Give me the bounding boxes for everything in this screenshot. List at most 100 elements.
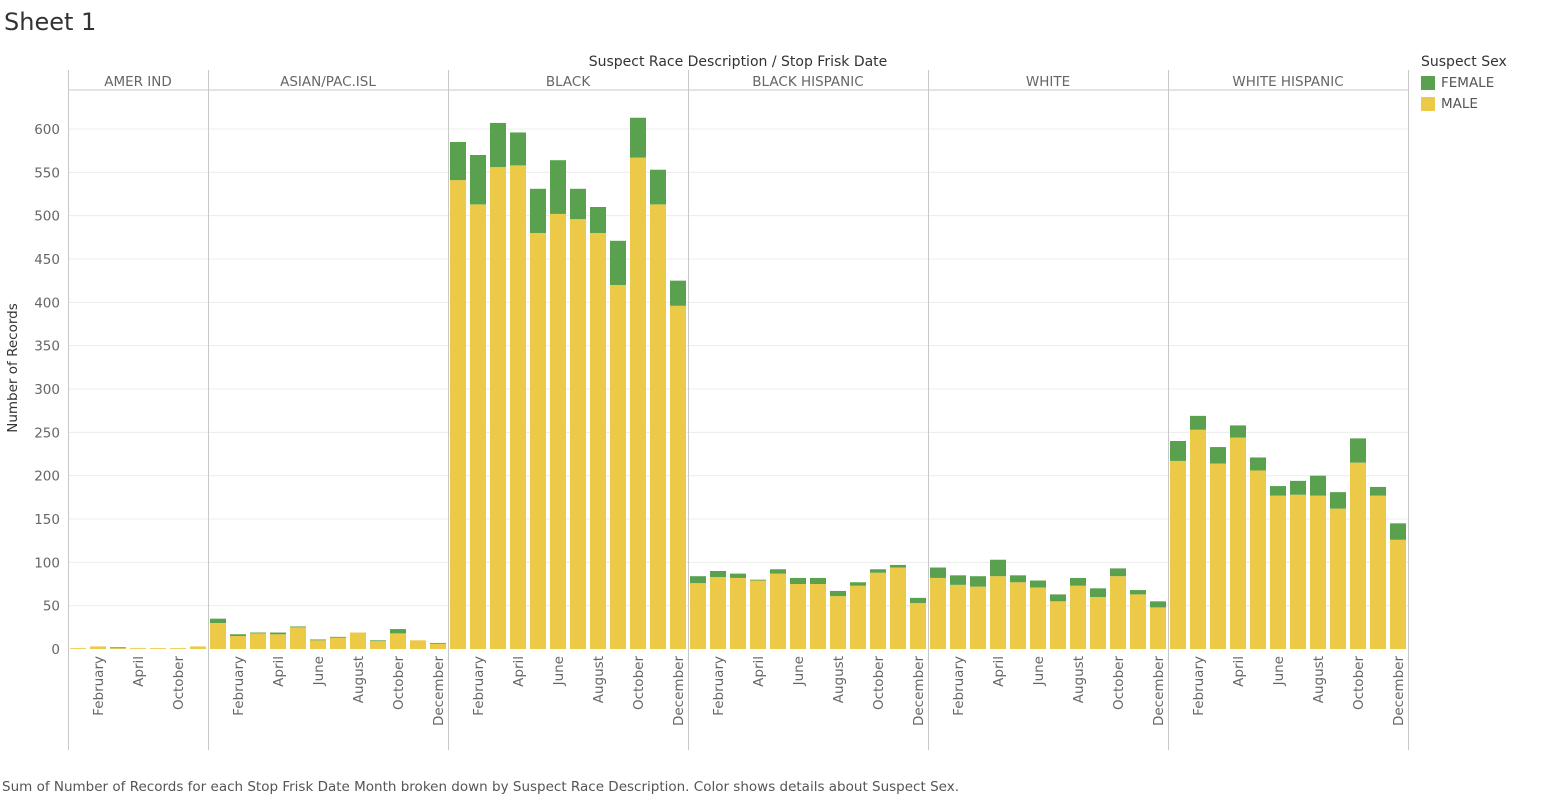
bar-male[interactable] bbox=[430, 643, 446, 649]
bar-female[interactable] bbox=[810, 577, 826, 584]
bar-male[interactable] bbox=[270, 634, 286, 649]
bar-male[interactable] bbox=[210, 623, 226, 649]
bar-male[interactable] bbox=[590, 233, 606, 649]
bar-female[interactable] bbox=[710, 571, 726, 578]
bar-male[interactable] bbox=[750, 580, 766, 649]
bar-male[interactable] bbox=[1270, 495, 1286, 649]
bar-male[interactable] bbox=[1190, 429, 1206, 649]
bar-female[interactable] bbox=[290, 626, 306, 628]
bar-female[interactable] bbox=[1150, 601, 1166, 608]
bar-male[interactable] bbox=[1390, 539, 1406, 649]
bar-male[interactable] bbox=[830, 596, 846, 649]
bar-female[interactable] bbox=[1110, 568, 1126, 577]
bar-male[interactable] bbox=[1130, 594, 1146, 649]
bar-female[interactable] bbox=[510, 132, 526, 166]
bar-male[interactable] bbox=[390, 633, 406, 649]
bar-male[interactable] bbox=[90, 646, 106, 649]
bar-female[interactable] bbox=[470, 155, 486, 205]
bar-male[interactable] bbox=[110, 648, 126, 649]
bar-male[interactable] bbox=[790, 584, 806, 649]
bar-female[interactable] bbox=[770, 569, 786, 574]
bar-female[interactable] bbox=[1030, 580, 1046, 588]
bar-female[interactable] bbox=[790, 577, 806, 584]
bar-female[interactable] bbox=[730, 573, 746, 578]
bar-female[interactable] bbox=[450, 142, 466, 181]
bar-male[interactable] bbox=[670, 305, 686, 649]
bar-male[interactable] bbox=[510, 165, 526, 649]
bar-female[interactable] bbox=[650, 169, 666, 205]
bar-male[interactable] bbox=[950, 584, 966, 649]
bar-female[interactable] bbox=[630, 117, 646, 158]
bar-male[interactable] bbox=[850, 585, 866, 649]
bar-male[interactable] bbox=[1230, 437, 1246, 649]
bar-female[interactable] bbox=[370, 640, 386, 642]
bar-male[interactable] bbox=[330, 637, 346, 649]
bar-male[interactable] bbox=[550, 213, 566, 649]
bar-male[interactable] bbox=[490, 167, 506, 649]
bar-male[interactable] bbox=[810, 584, 826, 649]
bar-male[interactable] bbox=[730, 577, 746, 649]
bar-female[interactable] bbox=[930, 567, 946, 578]
bar-female[interactable] bbox=[910, 597, 926, 604]
bar-female[interactable] bbox=[950, 575, 966, 585]
bar-male[interactable] bbox=[370, 641, 386, 649]
bar-female[interactable] bbox=[490, 122, 506, 168]
bar-female[interactable] bbox=[1190, 415, 1206, 430]
bar-male[interactable] bbox=[1290, 494, 1306, 649]
bar-female[interactable] bbox=[1170, 441, 1186, 461]
bar-male[interactable] bbox=[310, 640, 326, 649]
legend-item-male[interactable]: MALE bbox=[1421, 93, 1551, 114]
bar-male[interactable] bbox=[710, 577, 726, 649]
bar-male[interactable] bbox=[610, 285, 626, 649]
bar-female[interactable] bbox=[1230, 425, 1246, 438]
bar-female[interactable] bbox=[970, 576, 986, 587]
bar-female[interactable] bbox=[1130, 590, 1146, 595]
bar-female[interactable] bbox=[250, 632, 266, 634]
bar-male[interactable] bbox=[1330, 508, 1346, 649]
bar-female[interactable] bbox=[1290, 480, 1306, 495]
bar-male[interactable] bbox=[1150, 607, 1166, 649]
bar-male[interactable] bbox=[1350, 462, 1366, 649]
bar-female[interactable] bbox=[610, 240, 626, 285]
bar-male[interactable] bbox=[930, 577, 946, 649]
bar-male[interactable] bbox=[990, 576, 1006, 649]
bar-male[interactable] bbox=[170, 648, 186, 649]
bar-male[interactable] bbox=[570, 219, 586, 649]
bar-male[interactable] bbox=[410, 640, 426, 649]
bar-male[interactable] bbox=[890, 567, 906, 649]
bar-female[interactable] bbox=[1370, 486, 1386, 496]
bar-male[interactable] bbox=[450, 180, 466, 649]
bar-female[interactable] bbox=[890, 564, 906, 568]
bar-male[interactable] bbox=[250, 633, 266, 649]
bar-female[interactable] bbox=[390, 629, 406, 634]
bar-female[interactable] bbox=[830, 590, 846, 597]
bar-male[interactable] bbox=[650, 204, 666, 649]
bar-male[interactable] bbox=[470, 204, 486, 649]
bar-female[interactable] bbox=[210, 618, 226, 623]
bar-female[interactable] bbox=[1210, 447, 1226, 464]
bar-male[interactable] bbox=[1050, 601, 1066, 649]
bar-female[interactable] bbox=[330, 636, 346, 638]
bar-female[interactable] bbox=[690, 576, 706, 584]
bar-female[interactable] bbox=[1310, 475, 1326, 496]
bar-female[interactable] bbox=[870, 569, 886, 573]
bar-male[interactable] bbox=[1310, 495, 1326, 649]
bar-female[interactable] bbox=[1350, 438, 1366, 463]
bar-female[interactable] bbox=[1270, 486, 1286, 496]
bar-male[interactable] bbox=[1110, 576, 1126, 649]
bar-male[interactable] bbox=[1010, 582, 1026, 649]
bar-male[interactable] bbox=[870, 572, 886, 649]
bar-female[interactable] bbox=[1390, 523, 1406, 540]
bar-female[interactable] bbox=[110, 647, 126, 649]
bar-female[interactable] bbox=[270, 632, 286, 635]
bar-female[interactable] bbox=[570, 188, 586, 220]
bar-female[interactable] bbox=[1050, 594, 1066, 602]
bar-male[interactable] bbox=[1210, 463, 1226, 649]
bar-male[interactable] bbox=[130, 648, 146, 649]
bar-female[interactable] bbox=[1330, 492, 1346, 509]
bar-male[interactable] bbox=[530, 233, 546, 649]
bar-male[interactable] bbox=[970, 586, 986, 649]
bar-female[interactable] bbox=[590, 207, 606, 233]
bar-female[interactable] bbox=[310, 639, 326, 641]
bar-male[interactable] bbox=[70, 648, 86, 649]
